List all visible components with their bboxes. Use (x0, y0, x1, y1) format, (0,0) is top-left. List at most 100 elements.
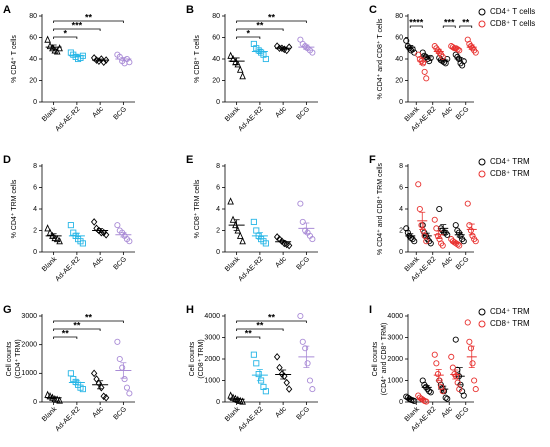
x-tick-label: Blank (41, 105, 59, 123)
y-tick-label: 1000 (204, 377, 220, 384)
significance-label: ** (85, 312, 93, 322)
point (116, 355, 123, 363)
x-tick-label: Adc (274, 105, 288, 119)
x-tick-label: BCG (295, 256, 311, 272)
point (472, 238, 479, 245)
x-tick-label: Ad-AE-R2 (54, 106, 81, 133)
point (121, 376, 128, 383)
point (236, 231, 244, 239)
point (444, 231, 451, 238)
point (426, 388, 433, 395)
x-tick-label: Blank (224, 105, 242, 123)
point (309, 236, 316, 243)
error-bar (97, 227, 104, 234)
point (262, 388, 269, 395)
panel-letter: F (369, 154, 376, 166)
y-axis-label: % CD4⁺ T cells (10, 35, 18, 83)
point (466, 338, 473, 345)
significance-bracket (236, 36, 261, 39)
x-tick-label: Adc (91, 255, 105, 269)
significance-label: ** (256, 20, 264, 30)
point (437, 381, 444, 388)
error-bar (280, 46, 287, 50)
significance-label: *** (444, 17, 455, 27)
error-bar (419, 211, 426, 230)
point (460, 238, 467, 245)
error-bar (407, 233, 414, 239)
significance-label: ** (73, 320, 81, 330)
point (262, 240, 269, 247)
error-bar (435, 369, 442, 382)
point (306, 377, 314, 384)
y-tick-label: 4 (33, 206, 37, 213)
x-tick-label: Ad-AE-R2 (54, 406, 81, 433)
point (126, 390, 133, 397)
point (227, 391, 234, 399)
y-axis-label: % CD4⁺ and CD8⁺ TRM cells (376, 162, 384, 255)
significance-bracket (53, 36, 78, 39)
panel-letter: D (3, 154, 11, 166)
point (126, 238, 133, 245)
panel-letter: I (369, 304, 372, 316)
legend-label: CD4⁺ TRM (490, 307, 530, 316)
significance-label: ** (85, 12, 93, 22)
point (56, 396, 63, 404)
y-tick-label: 40 (395, 56, 403, 63)
significance-label: ** (268, 12, 276, 22)
point (418, 222, 425, 229)
point (421, 232, 428, 239)
significance-label: ** (62, 328, 70, 338)
point (98, 228, 105, 237)
error-bar (440, 224, 447, 233)
point (93, 375, 100, 383)
point (416, 205, 423, 213)
point (227, 51, 234, 59)
error-bar (435, 230, 442, 239)
point (283, 378, 290, 387)
x-tick-label: BCG (112, 106, 128, 122)
x-tick-label: BCG (295, 106, 311, 122)
x-tick-label: Blank (224, 405, 242, 423)
y-tick-label: 3000 (387, 334, 403, 341)
y-axis-label: Cell counts (372, 341, 379, 376)
error-bar (303, 44, 310, 50)
point (273, 353, 281, 361)
error-bar (468, 345, 475, 368)
significance-bracket (236, 20, 307, 23)
y-tick-label: 0 (33, 99, 37, 106)
y-tick-label: 0 (216, 99, 220, 106)
significance-label: * (63, 28, 67, 38)
point (227, 197, 234, 205)
x-tick-label: Blank (41, 405, 59, 423)
point (439, 388, 446, 395)
y-tick-label: 1000 (387, 377, 403, 384)
error-bar (50, 44, 57, 50)
y-tick-label: 0 (216, 399, 220, 406)
x-tick-label: Blank (224, 255, 242, 273)
y-tick-label: 4 (216, 206, 220, 213)
point (239, 72, 246, 80)
point (239, 397, 246, 405)
error-bar (303, 222, 310, 235)
legend-marker (478, 170, 486, 178)
x-tick-label: Ad-AE-R2 (237, 106, 264, 133)
point (95, 226, 103, 235)
y-axis-label: % CD4⁺ and CD8⁺ T cells (376, 18, 384, 100)
error-bar (468, 44, 475, 50)
point (90, 218, 98, 226)
point (44, 35, 51, 43)
significance-bracket (53, 20, 124, 23)
y-tick-label: 6 (33, 184, 37, 191)
y-axis-label: Cell counts (6, 341, 13, 376)
point (464, 319, 471, 326)
point (460, 392, 467, 399)
error-bar (407, 397, 414, 400)
significance-label: ** (268, 312, 276, 322)
error-bar (468, 223, 475, 236)
y-tick-label: 0 (399, 249, 403, 256)
y-tick-label: 20 (29, 77, 37, 84)
legend-marker (478, 158, 486, 166)
x-tick-label: Adc (440, 255, 454, 269)
significance-label: ** (462, 17, 470, 27)
y-axis-label: % CD4⁺ TRM cells (10, 179, 18, 238)
